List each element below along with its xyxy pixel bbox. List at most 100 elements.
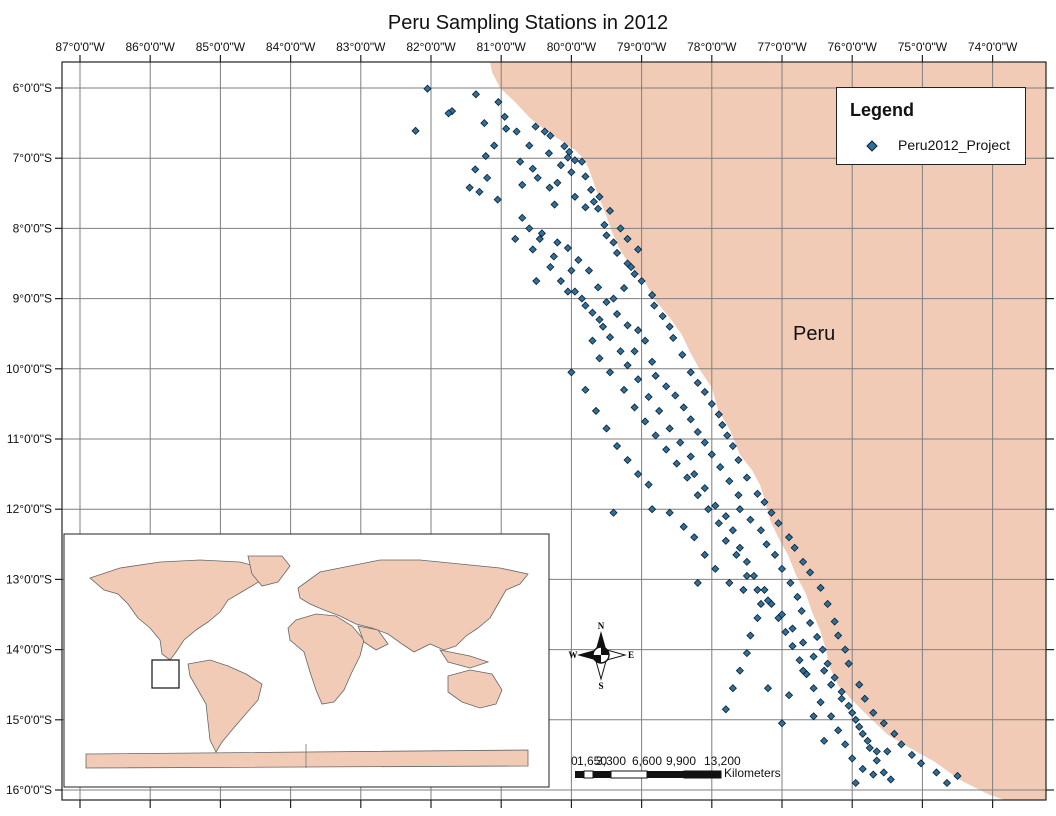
sampling-station-point [753,489,762,498]
sampling-station-point [721,536,730,545]
scale-tick-3: 6,600 [632,754,662,768]
sampling-station-point [623,234,632,243]
sampling-station-point [721,512,730,521]
sampling-station-point [760,498,769,507]
sampling-station-point [651,371,660,380]
sampling-station-point [823,659,832,668]
sampling-station-point [851,715,860,724]
sampling-station-point [725,578,734,587]
sampling-station-point [942,778,952,788]
sampling-station-point [711,564,720,573]
sampling-station-point [827,680,836,689]
sampling-station-point [518,180,527,189]
sampling-station-point [532,276,541,286]
sampling-station-point [634,245,643,254]
sampling-station-point [732,550,741,559]
graticule-grid [62,62,1046,800]
sampling-station-point [665,322,674,331]
sampling-station-point [809,652,818,661]
sampling-station-point [544,149,554,158]
sampling-station-point [693,578,702,587]
sampling-station-point [830,673,839,682]
sampling-station-point [563,243,572,253]
sampling-station-point [609,294,618,303]
sampling-station-point [669,333,678,342]
latitude-label: 10°0'0"S [6,362,52,376]
sampling-station-point [591,406,601,415]
north-label: N [598,621,605,631]
longitude-label: 87°0'0"W [55,40,105,54]
sampling-station-point [798,666,808,675]
sampling-station-point [535,234,544,243]
sampling-station-point [686,452,695,461]
sampling-station-point [746,515,755,524]
sampling-station-point [658,312,667,321]
sampling-station-point [577,294,586,303]
sampling-station-point [693,427,702,437]
sampling-station-point [475,187,484,196]
sampling-station-point [756,599,766,609]
sampling-station-point [848,754,857,763]
scale-tick-0: 0 [571,754,578,768]
sampling-station-point [665,424,674,433]
sampling-station-point [700,438,709,447]
sampling-station-point [630,347,639,356]
sampling-station-point [700,484,709,493]
sampling-station-point [844,659,853,668]
legend-item-label: Peru2012_Project [898,137,1011,153]
sampling-station-point [693,378,702,387]
sampling-station-point [574,255,583,265]
station-marker-icon [866,140,878,152]
latitude-label: 7°0'0"S [13,151,52,165]
latitude-label: 13°0'0"S [6,572,52,586]
sampling-station-point [637,276,646,286]
scale-tick-5: 13,200 [704,754,741,768]
sampling-station-point [623,361,632,370]
sampling-station-point [848,708,857,717]
west-label: W [569,650,578,660]
sampling-station-point [714,519,723,528]
sampling-station-point [662,382,671,391]
sampling-station-point [734,455,743,465]
sampling-station-point [798,557,808,566]
sampling-station-point [612,309,622,319]
latitude-label: 11°0'0"S [7,432,52,446]
sampling-station-point [686,415,695,424]
sampling-station-point [671,391,680,400]
sampling-station-point [841,740,850,749]
sampling-station-point [553,238,562,247]
sampling-station-point [788,624,797,633]
sampling-station-point [588,336,597,345]
sampling-station-point [806,568,815,577]
sampling-station-point [830,617,839,626]
sampling-station-point [739,585,748,594]
longitude-label: 77°0'0"W [757,40,807,54]
sampling-station-point [563,287,572,296]
sampling-station-point [749,571,758,580]
sampling-station-point [786,578,795,587]
sampling-station-point [728,441,737,451]
sampling-station-point [676,438,685,447]
sampling-station-point [700,387,709,397]
sampling-station-point [577,157,586,166]
sampling-station-point [753,613,762,623]
scale-tick-1: 1,650 [577,754,607,768]
sampling-station-point [641,336,650,345]
sampling-station-point [634,326,643,335]
longitude-label: 80°0'0"W [547,40,597,54]
sampling-station-point [540,127,549,136]
sampling-station-point [567,266,576,275]
sampling-station-point [605,368,615,377]
map-title: Peru Sampling Stations in 2012 [387,12,669,34]
longitude-label: 75°0'0"W [898,40,948,54]
sampling-station-point [798,638,808,647]
sampling-station-point [762,540,771,549]
sampling-station-point [546,262,555,272]
sampling-station-point [916,759,926,768]
sampling-station-point [679,522,688,531]
sampling-station-point [584,266,594,275]
sampling-station-point [879,719,888,728]
sampling-station-point [760,585,769,594]
sampling-station-point [502,124,511,133]
